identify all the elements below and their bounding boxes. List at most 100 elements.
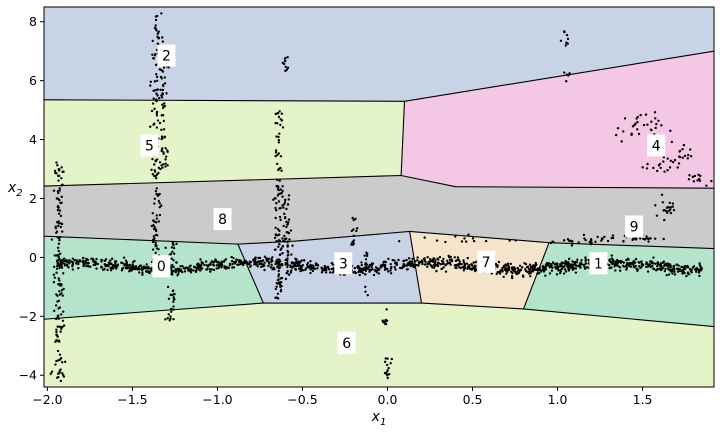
data-point xyxy=(630,132,633,135)
data-point xyxy=(688,174,691,177)
data-point xyxy=(616,127,620,130)
data-point xyxy=(141,266,145,269)
data-point xyxy=(57,224,60,228)
data-point xyxy=(466,265,470,269)
data-point xyxy=(286,249,289,253)
data-point xyxy=(352,218,355,222)
data-point xyxy=(164,318,167,321)
data-point xyxy=(407,261,410,264)
data-point xyxy=(274,206,277,210)
data-point xyxy=(185,266,188,269)
data-point xyxy=(110,267,114,270)
data-point xyxy=(576,258,579,261)
data-point xyxy=(671,160,675,164)
data-point xyxy=(290,253,293,256)
data-point xyxy=(71,257,75,260)
data-point xyxy=(177,270,180,273)
data-point xyxy=(62,324,66,327)
data-point xyxy=(171,241,175,244)
data-point xyxy=(389,269,392,272)
data-point xyxy=(155,244,158,247)
data-point xyxy=(622,261,626,264)
cluster-label-7: 7 xyxy=(477,250,496,273)
data-point xyxy=(559,270,563,273)
data-point xyxy=(228,264,232,267)
data-point xyxy=(697,173,700,176)
data-point xyxy=(276,261,279,264)
data-point xyxy=(62,257,66,260)
data-point xyxy=(442,266,445,269)
data-point xyxy=(526,265,530,268)
data-point xyxy=(654,126,657,130)
data-point xyxy=(58,257,61,261)
data-point xyxy=(277,275,280,278)
data-point xyxy=(389,267,393,270)
data-point xyxy=(254,258,257,262)
data-point xyxy=(652,267,656,271)
data-point xyxy=(154,229,158,233)
data-point xyxy=(519,268,523,271)
data-point xyxy=(309,260,312,263)
data-point xyxy=(232,256,235,260)
data-point xyxy=(667,273,671,276)
x-tick-label: −1.5 xyxy=(117,392,147,407)
data-point xyxy=(449,255,452,259)
data-point xyxy=(360,261,363,264)
data-point xyxy=(295,258,298,261)
data-point xyxy=(61,361,64,364)
data-point xyxy=(666,169,669,172)
x-axis-label: x1 xyxy=(371,409,387,428)
data-point xyxy=(364,262,368,265)
data-point xyxy=(354,217,357,221)
data-point xyxy=(153,89,156,92)
data-point xyxy=(472,239,476,243)
data-point xyxy=(287,194,291,197)
data-point xyxy=(690,271,693,274)
data-point xyxy=(462,266,466,270)
data-point xyxy=(387,366,390,370)
data-point xyxy=(154,15,158,18)
data-point xyxy=(386,267,389,271)
data-point xyxy=(277,141,281,144)
data-point xyxy=(281,237,284,240)
data-point xyxy=(209,270,212,273)
data-point xyxy=(57,220,60,223)
data-point xyxy=(286,257,289,260)
data-point xyxy=(646,123,649,126)
data-point xyxy=(161,70,165,73)
data-point xyxy=(284,237,287,241)
data-point xyxy=(484,239,488,243)
data-point xyxy=(673,273,677,276)
data-point xyxy=(698,179,702,182)
data-point xyxy=(73,259,76,262)
data-point xyxy=(662,160,665,163)
data-point xyxy=(172,244,175,247)
data-point xyxy=(282,203,286,206)
data-point xyxy=(62,287,65,291)
data-point xyxy=(474,260,477,264)
data-point xyxy=(274,226,277,230)
data-point xyxy=(109,262,113,265)
data-point xyxy=(430,265,433,268)
data-point xyxy=(625,258,628,262)
data-point xyxy=(550,269,554,272)
data-point xyxy=(276,258,279,261)
data-point xyxy=(586,266,589,269)
data-point xyxy=(214,258,217,261)
data-point xyxy=(438,255,442,259)
data-point xyxy=(52,265,56,269)
data-point xyxy=(286,66,290,70)
data-point xyxy=(286,265,289,269)
data-point xyxy=(257,260,260,264)
data-point xyxy=(668,201,672,205)
data-point xyxy=(681,265,684,269)
data-point xyxy=(150,168,153,171)
data-point xyxy=(161,147,164,150)
data-point xyxy=(277,269,280,273)
data-point xyxy=(171,263,174,267)
data-point xyxy=(393,259,396,262)
data-point xyxy=(236,263,239,266)
data-point xyxy=(153,239,156,242)
data-point xyxy=(57,317,60,320)
data-point xyxy=(389,361,392,365)
